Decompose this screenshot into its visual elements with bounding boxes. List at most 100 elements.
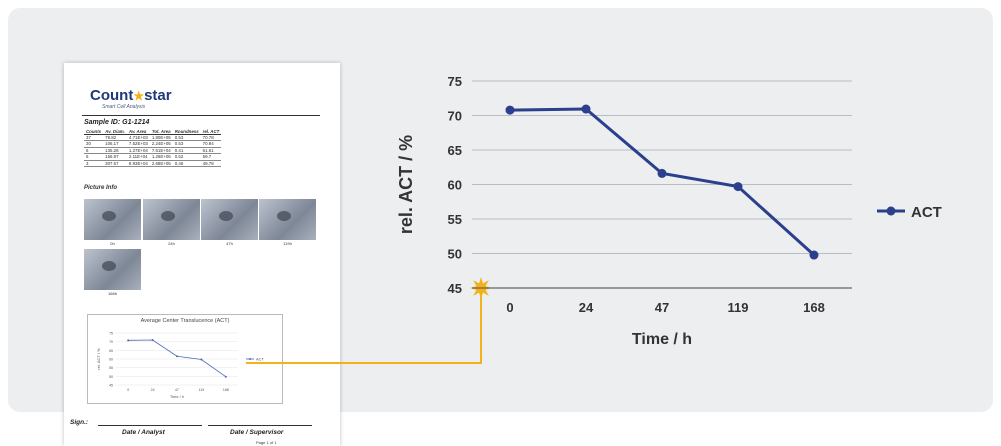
mini-data-point — [224, 375, 227, 378]
cell-image-168h — [84, 249, 141, 290]
table-cell: 6 — [84, 153, 104, 161]
table-header-cell: Av. Area — [126, 129, 150, 135]
mini-x-tick-label: 119 — [199, 388, 205, 392]
table-cell: 6 — [84, 147, 104, 155]
data-point — [505, 105, 515, 115]
logo-text-right: star — [144, 87, 172, 104]
table-cell: 8.93E+04 — [126, 160, 150, 168]
cell-image-47h — [201, 199, 258, 240]
x-tick-label: 24 — [579, 300, 594, 315]
results-table: Counts Av. Diam. Av. Area Tot. Area Roundnes… — [84, 129, 222, 168]
analyst-signature-label: Date / Analyst — [122, 429, 165, 436]
x-tick-label: 168 — [803, 300, 825, 315]
table-cell: 2.68E+05 — [149, 160, 173, 168]
mini-data-point — [151, 339, 154, 342]
y-tick-label: 60 — [448, 178, 462, 193]
page-number: Page 1 of 1 — [256, 440, 277, 445]
table-cell: 0.53 — [172, 140, 201, 148]
mini-y-tick-label: 70 — [109, 340, 113, 344]
data-point — [581, 104, 591, 114]
mini-x-tick-label: 168 — [223, 388, 229, 392]
table-row: 37 78.82 4.71E+03 1.80E+05 0.53 70.78 — [84, 134, 222, 142]
mini-legend-label: ACT — [256, 357, 265, 362]
table-row: 6 156.97 2.11E+04 1.26E+05 0.52 59.7 — [84, 153, 222, 161]
mini-data-point — [200, 358, 203, 361]
mini-chart-box: Average Center Translucence (ACT) 45 50 55… — [87, 314, 283, 404]
logo-text-left: Count — [90, 87, 134, 104]
mini-legend-marker — [249, 358, 251, 360]
table-row: 6 135.28 1.27E+04 7.61E+04 0.41 61.61 — [84, 147, 222, 155]
data-point — [657, 168, 667, 178]
table-cell: 59.7 — [200, 153, 222, 161]
mini-x-tick-label: 47 — [175, 388, 179, 392]
table-cell: 156.97 — [103, 153, 127, 161]
table-cell: 0.53 — [172, 134, 201, 142]
x-tick-label: 119 — [728, 300, 749, 315]
table-cell: 3 — [84, 160, 104, 168]
star-icon: ★ — [133, 89, 145, 103]
y-tick-label: 45 — [448, 281, 462, 296]
table-header-cell: Roundness — [172, 129, 201, 135]
x-axis-title: Time / h — [632, 331, 692, 348]
mini-y-tick-label: 75 — [109, 332, 113, 336]
image-label: 47h — [226, 241, 233, 246]
y-axis-title: rel. ACT / % — [396, 135, 416, 234]
report-document: Count★star Smart Cell Analysis Sample ID… — [64, 63, 340, 446]
act-line-chart: 45 50 55 60 65 70 75 0 24 47 119 168 Time / h rel. AC… — [396, 74, 942, 348]
y-tick-label: 75 — [448, 74, 462, 89]
table-header-cell: Av. Diam. — [103, 129, 127, 135]
image-label: 0h — [110, 241, 115, 246]
table-row: 3 307.67 8.93E+04 2.68E+05 0.46 49.78 — [84, 160, 222, 168]
mini-y-tick-label: 50 — [109, 375, 113, 379]
mini-data-point — [176, 355, 178, 358]
table-cell: 78.82 — [103, 134, 127, 142]
x-tick-label: 0 — [506, 300, 513, 315]
table-cell: 61.61 — [200, 147, 222, 155]
table-cell: 0.46 — [172, 160, 201, 168]
mini-data-point — [127, 339, 130, 342]
table-cell: 70.94 — [200, 140, 222, 148]
mini-y-tick-label: 55 — [109, 366, 113, 370]
cell-image-119h — [259, 199, 316, 240]
data-point — [733, 182, 743, 192]
mini-x-tick-label: 24 — [151, 388, 155, 392]
table-cell: 30 — [84, 140, 104, 148]
supervisor-signature-label: Date / Supervisor — [230, 429, 284, 436]
series-line-act — [509, 107, 816, 257]
signature-line — [98, 425, 202, 426]
table-cell: 2.24E+05 — [149, 140, 173, 148]
table-header-cell: Tot. Area — [149, 129, 173, 135]
mini-y-tick-label: 60 — [109, 358, 113, 362]
x-tick-label: 47 — [655, 300, 669, 315]
data-point — [809, 250, 819, 260]
divider — [82, 115, 320, 116]
image-label: 168h — [108, 291, 117, 296]
table-cell: 307.67 — [103, 160, 127, 168]
mini-x-tick-label: 0 — [127, 388, 129, 392]
table-cell: 0.41 — [172, 147, 201, 155]
y-tick-label: 65 — [448, 143, 462, 158]
table-cell: 0.52 — [172, 153, 201, 161]
sample-id-value: G1-1214 — [122, 119, 150, 126]
signature-line — [208, 425, 312, 426]
table-cell: 70.78 — [200, 134, 222, 142]
table-cell: 1.26E+05 — [149, 153, 173, 161]
image-label: 24h — [168, 241, 175, 246]
legend-marker — [886, 206, 896, 216]
legend-label: ACT — [911, 204, 942, 221]
cell-image-24h — [143, 199, 200, 240]
mini-chart-title: Average Center Translucence (ACT) — [140, 318, 230, 324]
mini-chart: 45 50 55 60 65 70 75 0 24 47 119 168 Time / h rel. AC… — [96, 332, 265, 400]
sign-label: Sign.: — [70, 419, 89, 426]
table-cell: 4.71E+03 — [126, 134, 150, 142]
y-tick-label: 70 — [448, 109, 462, 124]
y-tick-label: 50 — [448, 247, 462, 262]
table-header-cell: Counts — [84, 129, 104, 135]
mini-x-axis-title: Time / h — [170, 394, 184, 399]
table-header-cell: rel. ACT — [200, 129, 222, 135]
table-cell: 37 — [84, 134, 104, 142]
table-cell: 1.27E+04 — [126, 147, 150, 155]
table-row: 30 106.17 7.52E+03 2.24E+05 0.53 70.94 — [84, 140, 222, 148]
table-cell: 2.11E+04 — [126, 153, 150, 161]
table-cell: 106.17 — [103, 140, 127, 148]
